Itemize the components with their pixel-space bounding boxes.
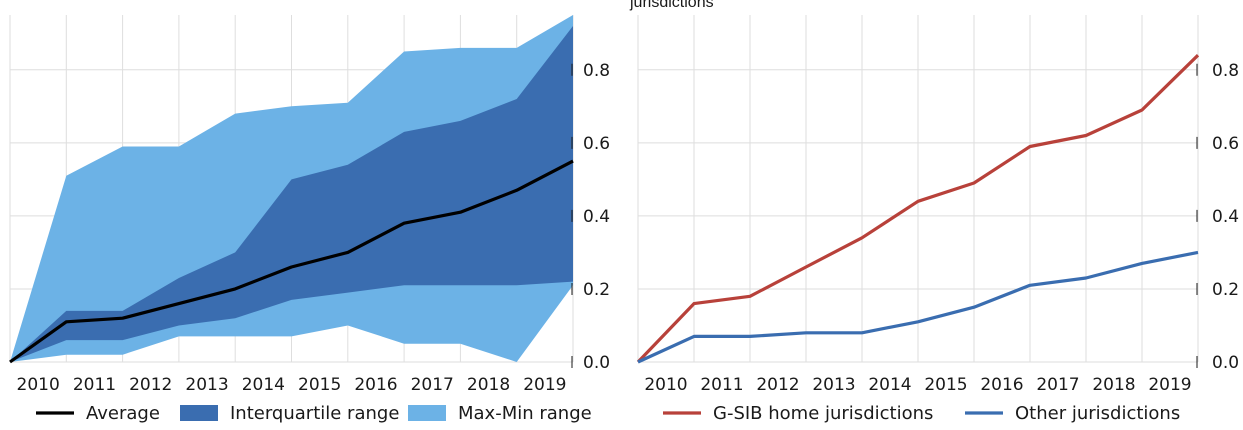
y-tick-label: 0.4 xyxy=(1212,207,1239,227)
y-tick-label: 0.8 xyxy=(583,61,610,81)
chart-panel-2: 0.0 0.2 0.4 0.6 0.8 2010 2011 2012 2013 2014 2015 2… xyxy=(636,15,1239,424)
chart-panel-1: 0.0 0.2 0.4 0.6 0.8 2010 2011 2012 2013 2014 2015 2… xyxy=(9,15,610,424)
y-tick-label: 0.8 xyxy=(1212,61,1239,81)
legend-label: Max-Min range xyxy=(458,403,592,424)
right-chart-title-fragment: jurisdictions xyxy=(629,0,714,11)
legend-label: Interquartile range xyxy=(230,403,399,424)
x-tick-label: 2019 xyxy=(1148,375,1191,395)
x-tick-label: 2017 xyxy=(411,375,454,395)
x-tick-label: 2010 xyxy=(644,375,687,395)
x-tick-label: 2019 xyxy=(523,375,566,395)
x-tick-label: 2011 xyxy=(73,375,116,395)
legend-label: Other jurisdictions xyxy=(1015,403,1180,424)
x-tick-label: 2011 xyxy=(700,375,743,395)
x-tick-label: 2010 xyxy=(17,375,60,395)
x-tick-label: 2015 xyxy=(924,375,967,395)
x-tick-label: 2017 xyxy=(1036,375,1079,395)
legend-swatch xyxy=(408,405,446,421)
y-tick-label: 0.0 xyxy=(583,353,610,373)
x-tick-label: 2014 xyxy=(868,375,911,395)
series-line-1 xyxy=(636,54,1200,364)
x-tick-label: 2014 xyxy=(242,375,285,395)
legend-swatch xyxy=(180,405,218,421)
y-tick-label: 0.4 xyxy=(583,207,610,227)
x-tick-label: 2012 xyxy=(756,375,799,395)
band-2 xyxy=(10,26,573,362)
series-line-2 xyxy=(637,250,1199,364)
y-tick-label: 0.0 xyxy=(1212,353,1239,373)
x-tick-label: 2016 xyxy=(980,375,1023,395)
legend-label: G-SIB home jurisdictions xyxy=(713,403,933,424)
x-tick-label: 2018 xyxy=(467,375,510,395)
x-tick-label: 2012 xyxy=(129,375,172,395)
x-tick-label: 2016 xyxy=(354,375,397,395)
y-tick-label: 0.2 xyxy=(1212,280,1239,300)
y-tick-label: 0.6 xyxy=(583,134,610,154)
x-tick-label: 2013 xyxy=(812,375,855,395)
x-tick-label: 2013 xyxy=(185,375,228,395)
series-line-3 xyxy=(9,159,574,364)
x-tick-label: 2018 xyxy=(1092,375,1135,395)
legend-label: Average xyxy=(86,403,160,424)
x-tick-label: 2015 xyxy=(298,375,341,395)
y-tick-label: 0.6 xyxy=(1212,134,1239,154)
y-tick-label: 0.2 xyxy=(583,280,610,300)
